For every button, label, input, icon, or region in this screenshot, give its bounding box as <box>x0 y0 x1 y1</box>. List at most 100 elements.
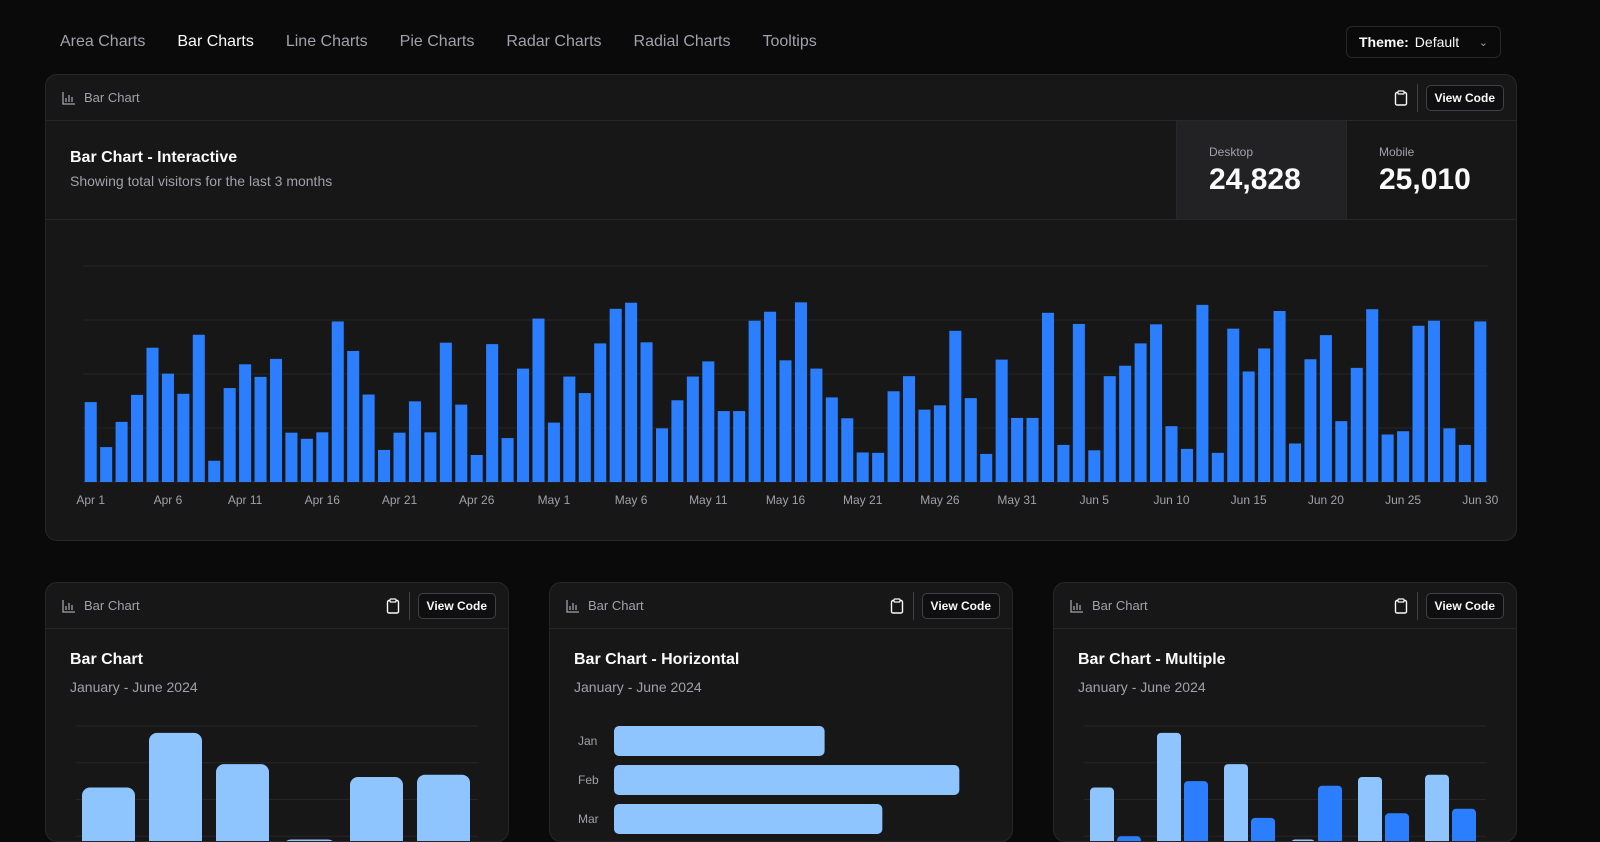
bar[interactable] <box>331 321 344 482</box>
bar[interactable] <box>216 764 269 842</box>
bar-desktop[interactable] <box>1090 787 1114 842</box>
bar[interactable] <box>161 373 174 482</box>
bar[interactable] <box>764 311 777 482</box>
theme-select[interactable]: Theme: Default ⌄ <box>1346 26 1501 58</box>
bar[interactable] <box>146 347 159 482</box>
bar[interactable] <box>614 726 825 756</box>
bar[interactable] <box>393 432 406 482</box>
bar[interactable] <box>149 732 202 842</box>
bar[interactable] <box>794 302 807 482</box>
bar[interactable] <box>417 774 470 842</box>
bar[interactable] <box>1211 452 1224 482</box>
bar[interactable] <box>1319 335 1332 482</box>
bar[interactable] <box>424 432 437 482</box>
bar-desktop[interactable] <box>1358 776 1382 842</box>
bar[interactable] <box>408 401 421 482</box>
copy-button[interactable] <box>882 591 914 620</box>
bar[interactable] <box>439 342 452 482</box>
bar[interactable] <box>223 388 236 482</box>
bar[interactable] <box>810 368 823 482</box>
bar[interactable] <box>1397 431 1410 482</box>
bar[interactable] <box>285 432 298 482</box>
nav-radial-charts[interactable]: Radial Charts <box>633 33 731 50</box>
bar[interactable] <box>980 453 993 482</box>
bar[interactable] <box>1011 417 1024 482</box>
bar[interactable] <box>578 393 591 482</box>
bar[interactable] <box>717 411 730 482</box>
bar[interactable] <box>1134 343 1147 482</box>
bar[interactable] <box>300 438 313 482</box>
bar[interactable] <box>1335 421 1348 482</box>
bar[interactable] <box>1180 448 1193 482</box>
bar[interactable] <box>671 400 684 482</box>
bar[interactable] <box>547 422 560 482</box>
copy-button[interactable] <box>1386 591 1418 620</box>
bar-mobile[interactable] <box>1318 785 1342 842</box>
bar[interactable] <box>269 358 283 482</box>
bar[interactable] <box>825 397 838 482</box>
bar[interactable] <box>1057 444 1070 482</box>
bar[interactable] <box>532 318 545 482</box>
bar[interactable] <box>131 394 144 482</box>
bar[interactable] <box>84 402 97 482</box>
bar[interactable] <box>1196 304 1209 482</box>
bar[interactable] <box>1088 450 1101 482</box>
mobile-stat-toggle[interactable]: Mobile 25,010 <box>1346 121 1516 219</box>
bar[interactable] <box>455 404 468 482</box>
desktop-stat-toggle[interactable]: Desktop 24,828 <box>1176 121 1346 219</box>
bar[interactable] <box>856 452 869 482</box>
bar[interactable] <box>254 376 267 482</box>
bar[interactable] <box>1258 348 1271 482</box>
bar[interactable] <box>748 320 761 482</box>
bar[interactable] <box>1458 444 1471 482</box>
bar[interactable] <box>1427 320 1440 482</box>
bar[interactable] <box>501 438 514 482</box>
view-code-button[interactable]: View Code <box>921 592 1000 619</box>
bar[interactable] <box>887 391 900 482</box>
bar[interactable] <box>378 449 391 482</box>
nav-bar-charts[interactable]: Bar Charts <box>177 33 254 50</box>
bar[interactable] <box>1119 365 1132 482</box>
bar[interactable] <box>517 368 530 482</box>
bar-desktop[interactable] <box>1224 764 1248 842</box>
bar[interactable] <box>640 342 653 482</box>
bar[interactable] <box>779 360 792 482</box>
bar[interactable] <box>872 452 885 482</box>
bar[interactable] <box>625 302 638 482</box>
bar-desktop[interactable] <box>1157 732 1181 842</box>
bar[interactable] <box>933 405 946 482</box>
bar[interactable] <box>995 359 1008 482</box>
bar[interactable] <box>609 308 622 482</box>
bar[interactable] <box>686 376 699 482</box>
bar[interactable] <box>1103 376 1116 482</box>
nav-area-charts[interactable]: Area Charts <box>60 33 146 50</box>
bar[interactable] <box>1227 328 1240 482</box>
bar[interactable] <box>1165 426 1178 482</box>
bar[interactable] <box>239 364 252 482</box>
bar[interactable] <box>733 411 746 482</box>
bar[interactable] <box>115 421 128 482</box>
copy-button[interactable] <box>1386 83 1418 112</box>
bar[interactable] <box>1381 434 1394 482</box>
bar[interactable] <box>655 428 669 482</box>
bar[interactable] <box>316 432 329 482</box>
bar[interactable] <box>1350 367 1363 482</box>
bar[interactable] <box>82 787 135 842</box>
bar[interactable] <box>594 343 607 482</box>
bar[interactable] <box>486 344 499 482</box>
bar[interactable] <box>362 394 375 482</box>
bar-mobile[interactable] <box>1117 836 1141 842</box>
bar[interactable] <box>1273 311 1286 482</box>
bar[interactable] <box>949 330 962 482</box>
bar[interactable] <box>347 350 360 482</box>
bar[interactable] <box>470 455 483 482</box>
bar[interactable] <box>1150 324 1163 482</box>
view-code-button[interactable]: View Code <box>1425 84 1504 111</box>
nav-line-charts[interactable]: Line Charts <box>285 33 368 50</box>
bar[interactable] <box>100 447 113 482</box>
bar[interactable] <box>1474 321 1487 482</box>
bar[interactable] <box>1443 428 1456 482</box>
bar[interactable] <box>1366 309 1379 482</box>
bar[interactable] <box>177 393 190 482</box>
bar[interactable] <box>964 398 977 482</box>
